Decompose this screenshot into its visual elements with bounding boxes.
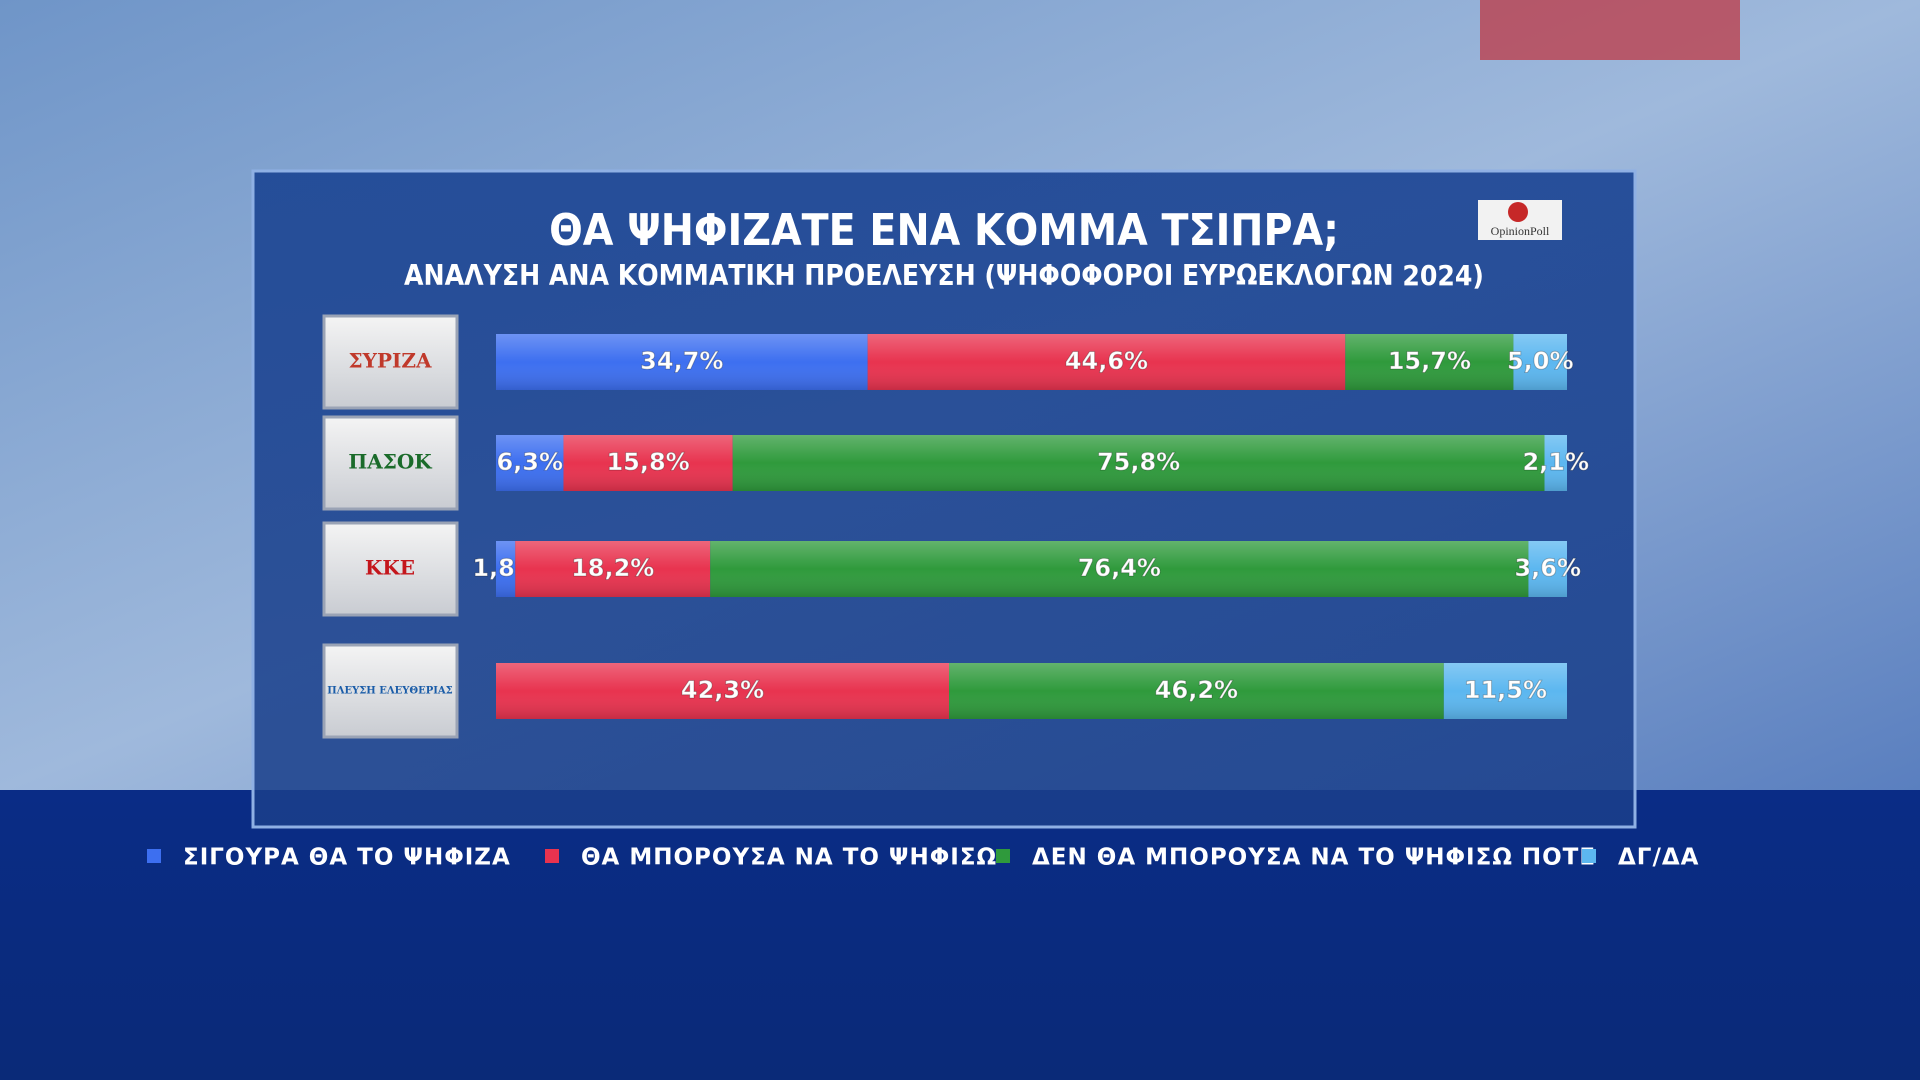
value-label: 6,3% xyxy=(496,448,563,476)
category-logo xyxy=(322,643,459,739)
floor xyxy=(0,790,1920,1080)
value-label: 15,7% xyxy=(1388,347,1471,375)
value-label: 76,4% xyxy=(1078,554,1161,582)
bar-sheen xyxy=(710,541,1529,597)
bar-sheen xyxy=(1443,663,1567,719)
value-label: 34,7% xyxy=(640,347,723,375)
category-label: ΚΚΕ xyxy=(365,556,415,580)
bar-sheen xyxy=(496,541,516,597)
bar-sheen xyxy=(496,334,868,390)
value-label: 11,5% xyxy=(1464,676,1547,704)
source-logo-mark xyxy=(1508,202,1528,222)
value-label: 2,1% xyxy=(1522,448,1589,476)
bar-sheen xyxy=(563,435,733,491)
category-logo xyxy=(322,415,459,511)
source-label: OpinionPoll xyxy=(1491,224,1550,238)
value-label: 42,3% xyxy=(681,676,764,704)
legend-label: ΔΓ/ΔΑ xyxy=(1618,845,1699,871)
chart-subtitle: ΑΝΑΛΥΣΗ ΑΝΑ ΚΟΜΜΑΤΙΚΗ ΠΡΟΕΛΕΥΣΗ (ΨΗΦΟΦΟΡ… xyxy=(404,259,1484,292)
legend-label: ΘΑ ΜΠΟΡΟΥΣΑ ΝΑ ΤΟ ΨΗΦΙΣΩ xyxy=(581,845,997,871)
chart-title: ΘΑ ΨΗΦΙΖΑΤΕ ΕΝΑ ΚΟΜΜΑ ΤΣΙΠΡΑ; xyxy=(549,205,1339,256)
bar-sheen xyxy=(1528,541,1567,597)
bar-sheen xyxy=(515,541,711,597)
value-label: 44,6% xyxy=(1065,347,1148,375)
bar-sheen xyxy=(1345,334,1514,390)
legend-label: ΣΙΓΟΥΡΑ ΘΑ ΤΟ ΨΗΦΙΖΑ xyxy=(183,845,511,871)
value-label: 18,2% xyxy=(571,554,654,582)
category-logo xyxy=(322,314,459,410)
bar-sheen xyxy=(949,663,1444,719)
bar-sheen xyxy=(867,334,1346,390)
value-label: 75,8% xyxy=(1097,448,1180,476)
legend-swatch xyxy=(1582,849,1596,863)
category-logo xyxy=(322,521,459,617)
value-label: 3,6% xyxy=(1514,554,1581,582)
category-label: ΠΛΕΥΣΗ ΕΛΕΥΘΕΡΙΑΣ xyxy=(327,686,452,697)
background-shape xyxy=(1480,0,1740,60)
legend-swatch xyxy=(545,849,559,863)
legend-swatch xyxy=(147,849,161,863)
category-label: ΣΥΡΙΖΑ xyxy=(349,349,432,373)
bar-sheen xyxy=(1544,435,1567,491)
legend-label: ΔΕΝ ΘΑ ΜΠΟΡΟΥΣΑ ΝΑ ΤΟ ΨΗΦΙΣΩ ΠΟΤΕ xyxy=(1032,845,1596,871)
bar-sheen xyxy=(1513,334,1567,390)
bar-sheen xyxy=(496,435,564,491)
rows: ΣΥΡΙΖΑ 34,7% 44,6% 15,7% 5,0% ΠΑΣΟΚ 6,3% 15,8% 7… xyxy=(322,314,1590,739)
value-label: 46,2% xyxy=(1155,676,1238,704)
value-label: 5,0% xyxy=(1507,347,1574,375)
value-label: 15,8% xyxy=(606,448,689,476)
legend: ΣΙΓΟΥΡΑ ΘΑ ΤΟ ΨΗΦΙΖΑ ΘΑ ΜΠΟΡΟΥΣΑ ΝΑ ΤΟ ΨΗ… xyxy=(147,845,1699,871)
legend-swatch xyxy=(996,849,1010,863)
category-label: ΠΑΣΟΚ xyxy=(348,450,432,474)
bar-sheen xyxy=(496,663,950,719)
bar-sheen xyxy=(732,435,1545,491)
